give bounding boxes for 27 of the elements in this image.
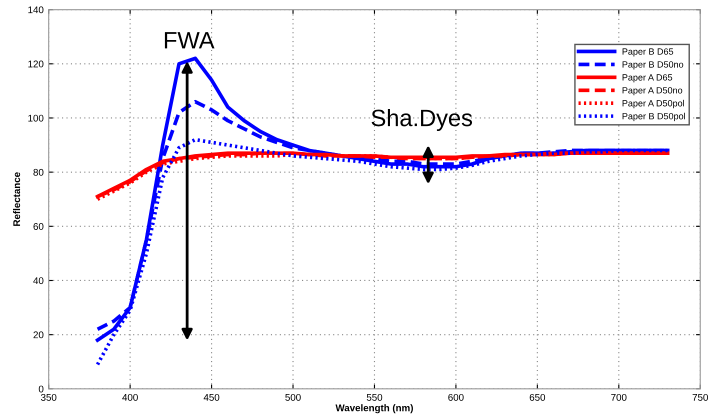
- y-tick-label: 40: [33, 277, 44, 284]
- x-tick-label: 750: [692, 394, 708, 401]
- legend-label: Paper A D50pol: [622, 100, 684, 108]
- y-axis-title: Reflectance: [12, 172, 20, 226]
- legend-label: Paper B D50pol: [622, 112, 686, 122]
- x-tick-label: 400: [122, 394, 138, 401]
- y-tick-label: 20: [34, 331, 44, 338]
- legend-label: Paper B D50no: [622, 61, 684, 70]
- x-tick-label: 450: [204, 394, 220, 401]
- x-tick-label: 350: [40, 394, 56, 401]
- y-tick-label: 120: [28, 60, 44, 68]
- legend-label: Paper A D65: [622, 74, 672, 82]
- legend-label: Paper B D65: [622, 48, 674, 57]
- y-tick-label: 140: [28, 6, 44, 14]
- y-tick-label: 80: [33, 168, 44, 176]
- x-tick-label: 700: [611, 394, 627, 401]
- x-tick-label: 600: [448, 394, 464, 401]
- x-tick-label: 500: [285, 394, 301, 401]
- y-tick-label: 100: [28, 114, 44, 122]
- legend-label: Paper A D50no: [622, 87, 682, 96]
- y-tick-label: 60: [34, 223, 44, 230]
- annotation: Sha.Dyes: [372, 108, 472, 131]
- x-tick-label: 550: [366, 394, 382, 401]
- x-axis-title: Wavelength (nm): [336, 404, 413, 414]
- y-tick-label: 0: [38, 386, 44, 392]
- annotation: FWA: [164, 32, 215, 48]
- x-tick-label: 650: [530, 394, 546, 401]
